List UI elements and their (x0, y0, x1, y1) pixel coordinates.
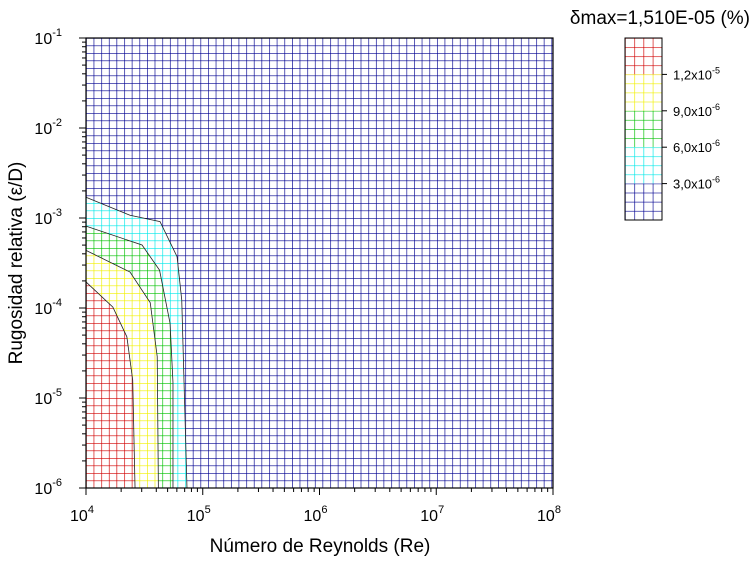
y-axis-label: Rugosidad relativa (ε/D) (6, 162, 27, 365)
contour-line-red (85, 281, 136, 489)
x-axis-label: Número de Reynolds (Re) (210, 536, 431, 557)
y-tick-label: 10-6 (34, 477, 62, 498)
contour-region-red (86, 281, 136, 488)
y-tick-label: 10-2 (34, 117, 62, 138)
chart-title: δmax=1,510E-05 (%) (570, 8, 750, 29)
x-tick-label: 108 (537, 504, 561, 525)
y-tick-label: 10-4 (34, 297, 62, 318)
x-tick-label: 106 (304, 504, 328, 525)
y-tick-label: 10-1 (34, 27, 62, 48)
y-tick-label: 10-5 (34, 387, 62, 408)
colorbar-segment-yellow (625, 74, 662, 111)
colorbar: 1,2x10-5 9,0x10-6 6,0x10-6 3,0x10-6 (624, 37, 720, 221)
colorbar-segment-red (625, 38, 662, 75)
colorbar-tick-label: 9,0x10-6 (673, 102, 720, 119)
colorbar-tick-label: 3,0x10-6 (673, 175, 720, 192)
colorbar-segment-green (625, 110, 662, 148)
colorbar-segment-cyan (625, 147, 662, 184)
x-tick-label: 104 (70, 504, 94, 525)
plot-area (85, 38, 553, 489)
colorbar-tick-label: 1,2x10-5 (673, 65, 720, 82)
colorbar-tick-label: 6,0x10-6 (673, 138, 720, 155)
colorbar-frame (624, 37, 663, 221)
x-tick-label: 105 (187, 504, 211, 525)
contour-line-yellow (85, 250, 159, 489)
y-tick-label: 10-3 (34, 207, 62, 228)
colorbar-segment-blue (625, 183, 662, 220)
contour-line-green (85, 225, 174, 488)
x-tick-label: 107 (420, 504, 444, 525)
contour-line-cyan (85, 196, 188, 489)
